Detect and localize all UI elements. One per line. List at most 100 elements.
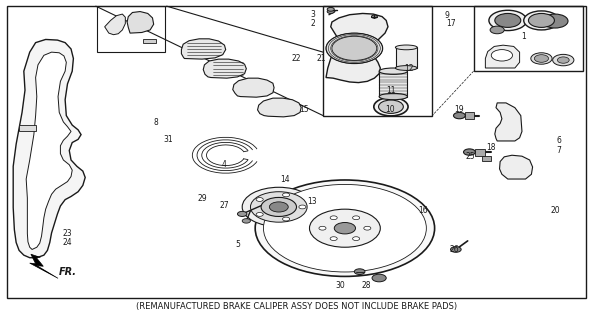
Circle shape [326, 33, 382, 64]
Circle shape [327, 7, 334, 11]
Circle shape [237, 212, 247, 216]
Text: FR.: FR. [59, 267, 77, 277]
Polygon shape [203, 59, 246, 78]
Text: 31: 31 [163, 135, 173, 144]
Circle shape [464, 149, 476, 155]
Polygon shape [181, 39, 226, 59]
Circle shape [310, 209, 380, 247]
Text: 23: 23 [63, 229, 72, 238]
Text: 26: 26 [449, 245, 459, 254]
Text: 4: 4 [222, 160, 227, 169]
Circle shape [371, 15, 377, 18]
Text: 11: 11 [386, 86, 396, 95]
Text: 8: 8 [154, 118, 158, 127]
Polygon shape [19, 125, 36, 132]
Polygon shape [499, 155, 533, 179]
Circle shape [451, 247, 461, 252]
Text: (REMANUFACTURED BRAKE CALIPER ASSY DOES NOT INCLUDE BRAKE PADS): (REMANUFACTURED BRAKE CALIPER ASSY DOES … [136, 302, 457, 311]
Circle shape [364, 226, 371, 230]
Circle shape [332, 36, 377, 60]
Circle shape [242, 187, 315, 227]
Circle shape [495, 13, 521, 28]
Circle shape [330, 216, 337, 220]
Polygon shape [396, 47, 417, 68]
Circle shape [282, 217, 289, 221]
Circle shape [524, 11, 559, 30]
Circle shape [490, 26, 504, 34]
Text: 27: 27 [219, 202, 229, 211]
Text: 1: 1 [521, 32, 526, 41]
Circle shape [256, 212, 263, 216]
Text: 18: 18 [486, 143, 496, 152]
Text: 10: 10 [385, 105, 394, 114]
Circle shape [327, 10, 334, 13]
Polygon shape [233, 78, 274, 97]
Ellipse shape [379, 93, 407, 100]
Polygon shape [26, 52, 72, 250]
Ellipse shape [374, 98, 408, 116]
Circle shape [534, 55, 549, 62]
Circle shape [355, 269, 365, 275]
Circle shape [330, 237, 337, 241]
Polygon shape [143, 39, 156, 43]
Circle shape [557, 57, 569, 63]
Polygon shape [486, 45, 519, 68]
Text: 2: 2 [311, 19, 315, 28]
Circle shape [282, 193, 289, 197]
Circle shape [542, 14, 568, 28]
Circle shape [256, 197, 263, 201]
Text: 22: 22 [292, 54, 301, 63]
Text: 24: 24 [63, 238, 72, 247]
Text: 12: 12 [404, 63, 413, 73]
Circle shape [553, 54, 574, 66]
Polygon shape [466, 112, 474, 119]
Circle shape [334, 222, 356, 234]
Ellipse shape [379, 68, 407, 74]
Text: 21: 21 [317, 54, 326, 63]
Text: 7: 7 [557, 146, 562, 155]
Text: 5: 5 [235, 240, 240, 249]
Polygon shape [257, 98, 301, 117]
Text: 14: 14 [280, 174, 289, 184]
Text: 15: 15 [299, 105, 309, 114]
Circle shape [242, 219, 250, 223]
Polygon shape [483, 156, 491, 161]
Circle shape [489, 10, 527, 31]
Text: 3: 3 [311, 10, 315, 19]
Text: 20: 20 [550, 206, 560, 215]
Circle shape [250, 192, 307, 222]
Text: 25: 25 [466, 152, 476, 161]
Circle shape [255, 180, 435, 276]
Text: 13: 13 [308, 197, 317, 206]
Text: 16: 16 [419, 206, 428, 215]
Text: 30: 30 [336, 281, 346, 290]
Circle shape [319, 226, 326, 230]
Circle shape [353, 216, 359, 220]
Ellipse shape [396, 66, 417, 70]
Text: 6: 6 [557, 136, 562, 146]
Polygon shape [105, 14, 125, 35]
Circle shape [531, 53, 552, 64]
Circle shape [372, 274, 386, 282]
Circle shape [491, 50, 512, 61]
Text: 9: 9 [445, 11, 449, 20]
Polygon shape [326, 13, 388, 83]
Text: 19: 19 [454, 105, 464, 114]
Circle shape [528, 13, 554, 28]
Polygon shape [495, 103, 522, 141]
Polygon shape [476, 148, 486, 156]
Polygon shape [13, 39, 85, 258]
Circle shape [454, 112, 466, 119]
Polygon shape [30, 254, 58, 278]
Text: 29: 29 [197, 194, 207, 203]
Circle shape [263, 184, 426, 272]
Circle shape [261, 197, 296, 216]
Polygon shape [127, 12, 154, 33]
Ellipse shape [378, 100, 403, 113]
Circle shape [353, 237, 359, 241]
Polygon shape [379, 71, 407, 97]
Text: 28: 28 [361, 281, 371, 290]
Circle shape [299, 205, 306, 209]
Text: 17: 17 [447, 19, 456, 28]
Ellipse shape [396, 45, 417, 50]
